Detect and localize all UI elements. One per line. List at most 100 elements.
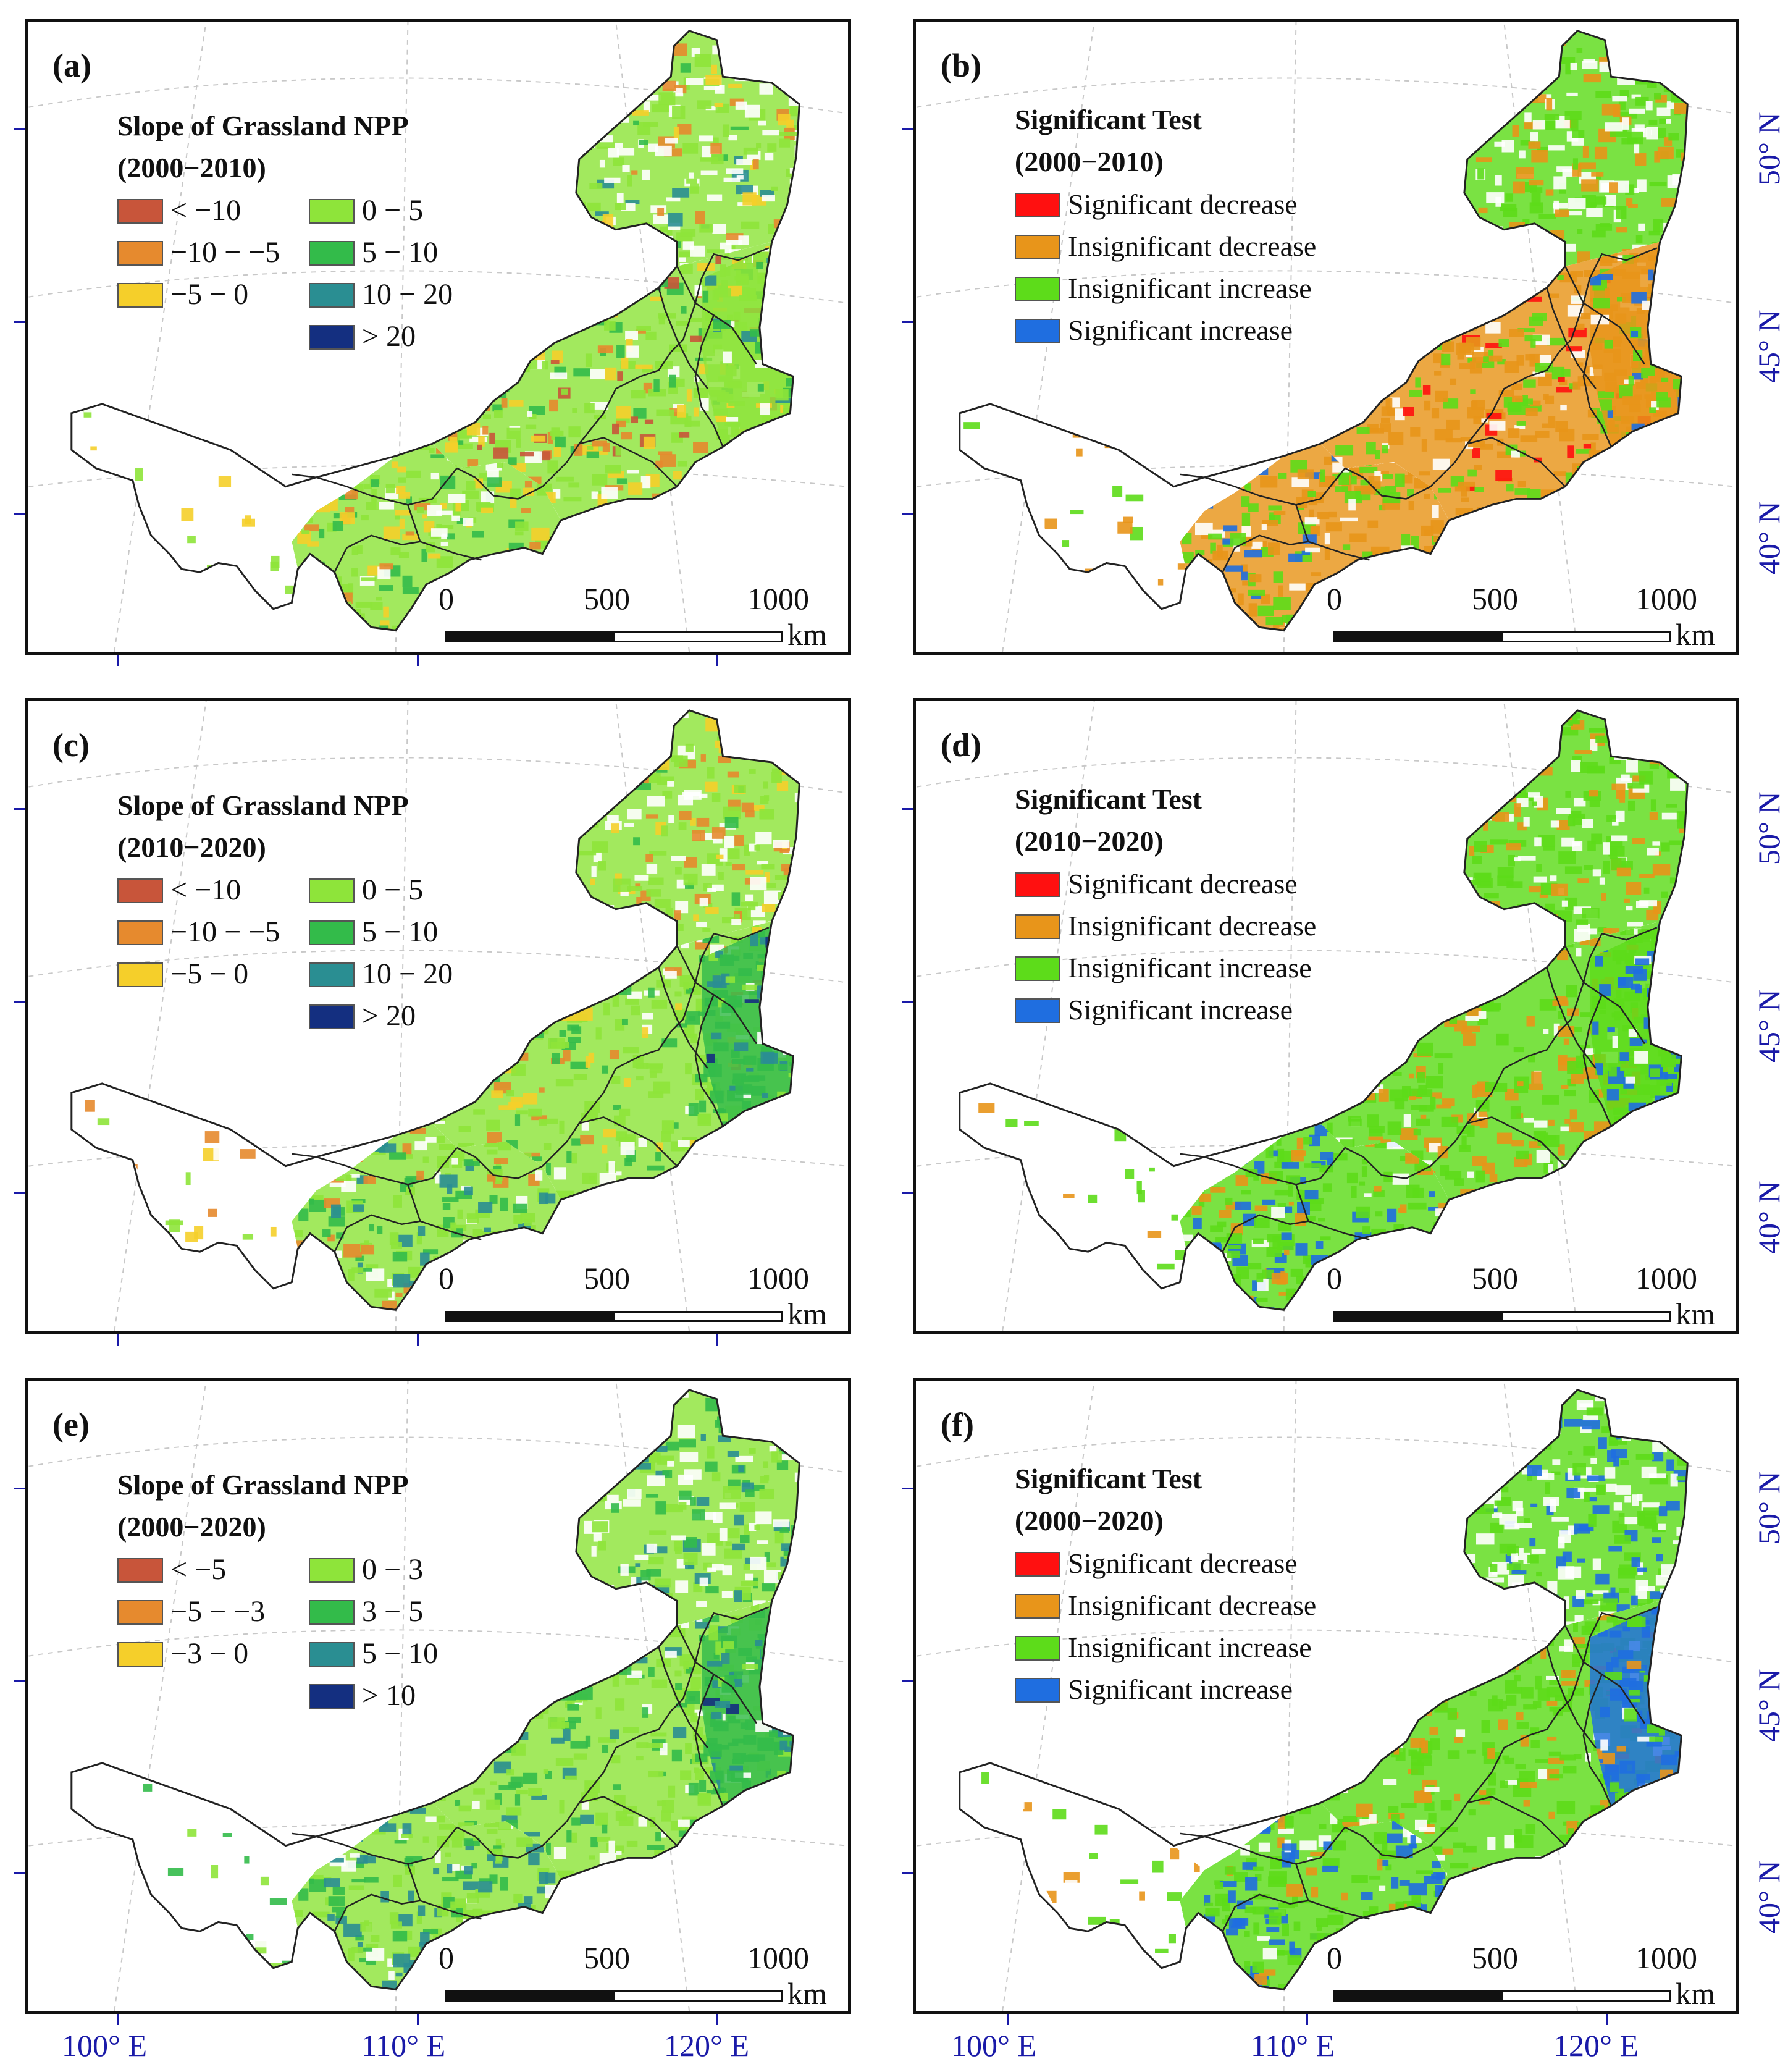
- province-boundary: [658, 967, 708, 1069]
- province-boundary: [658, 1646, 708, 1748]
- scale-bar-black: [445, 1990, 615, 2002]
- province-boundary: [1582, 1674, 1612, 1806]
- province-boundary: [694, 314, 724, 447]
- province-boundary: [658, 287, 708, 389]
- panel-label-b: (b): [941, 47, 981, 84]
- province-boundary: [334, 1214, 421, 1252]
- map-panel-e: (e) Slope of Grassland NPP (2000−2020) < −5…: [25, 1378, 851, 2014]
- province-boundary: [1582, 1606, 1658, 1662]
- zone-north: [1464, 710, 1688, 946]
- legend-swatch: [1015, 998, 1060, 1023]
- map-svg-b: [917, 22, 1736, 652]
- panel-label-a: (a): [52, 47, 91, 84]
- legend-label: > 10: [362, 1679, 416, 1712]
- scale-bar-white: [1501, 631, 1671, 642]
- province-boundary: [1345, 1796, 1566, 1859]
- legend-period: (2010−2020): [1015, 825, 1164, 857]
- province-boundary: [1546, 967, 1597, 1069]
- legend-item: −10 − −5: [117, 913, 280, 951]
- province-boundary: [1345, 437, 1566, 500]
- scale-bar-black: [445, 1311, 615, 1322]
- legend-item: < −10: [117, 192, 241, 230]
- panel-label-d: (d): [941, 726, 981, 764]
- scale-bar-d: 0 500 1000 km: [1327, 1260, 1722, 1331]
- province-boundary: [1295, 1863, 1370, 1920]
- graticule-line: [1002, 1381, 1095, 2011]
- legend-swatch: [117, 199, 163, 224]
- legend-item: > 20: [309, 318, 416, 356]
- legend-item: Significant increase: [1015, 311, 1293, 350]
- legend-item: −3 − 0: [117, 1635, 248, 1673]
- province-boundary: [578, 1662, 697, 1804]
- legend-a: Slope of Grassland NPP (2000−2010) < −10 −1…: [117, 105, 500, 360]
- legend-item: > 10: [309, 1677, 416, 1715]
- zone-west: [959, 1762, 1204, 1968]
- zone-west: [959, 403, 1204, 609]
- legend-swatch: [117, 283, 163, 308]
- province-boundary: [456, 1796, 678, 1859]
- map-panel-c: (c) Slope of Grassland NPP (2010−2020) < −1…: [25, 698, 851, 1334]
- legend-swatch: [309, 199, 355, 224]
- zone-west: [959, 1083, 1204, 1289]
- province-boundary: [1222, 1893, 1309, 1932]
- province-boundary: [1345, 1116, 1566, 1179]
- legend-swatch: [1015, 235, 1060, 259]
- legend-swatch: [117, 1558, 163, 1583]
- legend-label: 5 − 10: [362, 1637, 439, 1670]
- legend-title: Significant Test: [1015, 1463, 1202, 1494]
- scale-tick-label: 500: [584, 1261, 630, 1295]
- legend-swatch: [1015, 1552, 1060, 1577]
- legend-label: Insignificant decrease: [1068, 230, 1317, 262]
- region-outline: [70, 30, 800, 631]
- scale-tick-label: 1000: [1635, 581, 1697, 616]
- scale-tick-label: 500: [1472, 1261, 1518, 1295]
- legend-swatch: [309, 241, 355, 266]
- legend-item: 3 − 5: [309, 1593, 423, 1631]
- legend-label: 0 − 5: [362, 874, 424, 906]
- legend-label: Significant increase: [1068, 994, 1293, 1025]
- scale-tick-label: 500: [1472, 1940, 1518, 1975]
- legend-item: Insignificant decrease: [1015, 227, 1316, 266]
- province-boundary: [1295, 504, 1370, 561]
- legend-item: < −10: [117, 871, 241, 909]
- province-boundary: [1466, 303, 1585, 445]
- legend-title: Slope of Grassland NPP: [117, 1469, 409, 1501]
- lat-label-45-row1: 45° N: [1752, 310, 1786, 383]
- legend-item: Insignificant increase: [1015, 1628, 1312, 1667]
- scale-tick-label: 1000: [747, 1261, 809, 1295]
- province-boundary: [407, 1863, 482, 1920]
- legend-label: Insignificant decrease: [1068, 910, 1317, 941]
- legend-d: Significant Test (2010−2020) Significant d…: [1015, 778, 1398, 1033]
- legend-label: 5 − 10: [362, 236, 439, 269]
- province-boundary: [334, 1893, 421, 1932]
- legend-swatch: [1015, 1636, 1060, 1661]
- legend-label: −5 − 0: [170, 958, 249, 990]
- zone-north: [1464, 30, 1688, 267]
- legend-item: 0 − 5: [309, 192, 423, 230]
- lat-label-40-row2: 40° N: [1752, 1181, 1786, 1254]
- legend-label: Significant decrease: [1068, 1548, 1298, 1579]
- province-boundary: [1222, 534, 1309, 573]
- province-boundary: [1546, 287, 1597, 389]
- lat-label-40-row1: 40° N: [1752, 501, 1786, 575]
- lon-label-110-right: 110° E: [1251, 2028, 1335, 2063]
- graticule-line: [395, 22, 409, 652]
- legend-label: Insignificant increase: [1068, 272, 1312, 304]
- legend-label: Significant increase: [1068, 1674, 1293, 1705]
- province-boundary: [456, 1116, 678, 1179]
- province-boundary: [407, 504, 482, 561]
- province-boundary: [694, 994, 724, 1127]
- legend-label: > 20: [362, 320, 416, 353]
- scale-bar-white: [613, 1311, 783, 1322]
- province-boundary: [1546, 1646, 1597, 1748]
- lon-label-100-left: 100° E: [62, 2028, 148, 2063]
- legend-title: Significant Test: [1015, 783, 1202, 815]
- scale-tick-label: 500: [1472, 581, 1518, 616]
- map-svg-f: [917, 1381, 1736, 2011]
- legend-title: Significant Test: [1015, 104, 1202, 135]
- legend-swatch: [117, 962, 163, 987]
- legend-f: Significant Test (2000−2020) Significant d…: [1015, 1458, 1398, 1712]
- zone-north: [576, 710, 800, 946]
- legend-label: 10 − 20: [362, 958, 453, 990]
- region-outline: [959, 30, 1689, 631]
